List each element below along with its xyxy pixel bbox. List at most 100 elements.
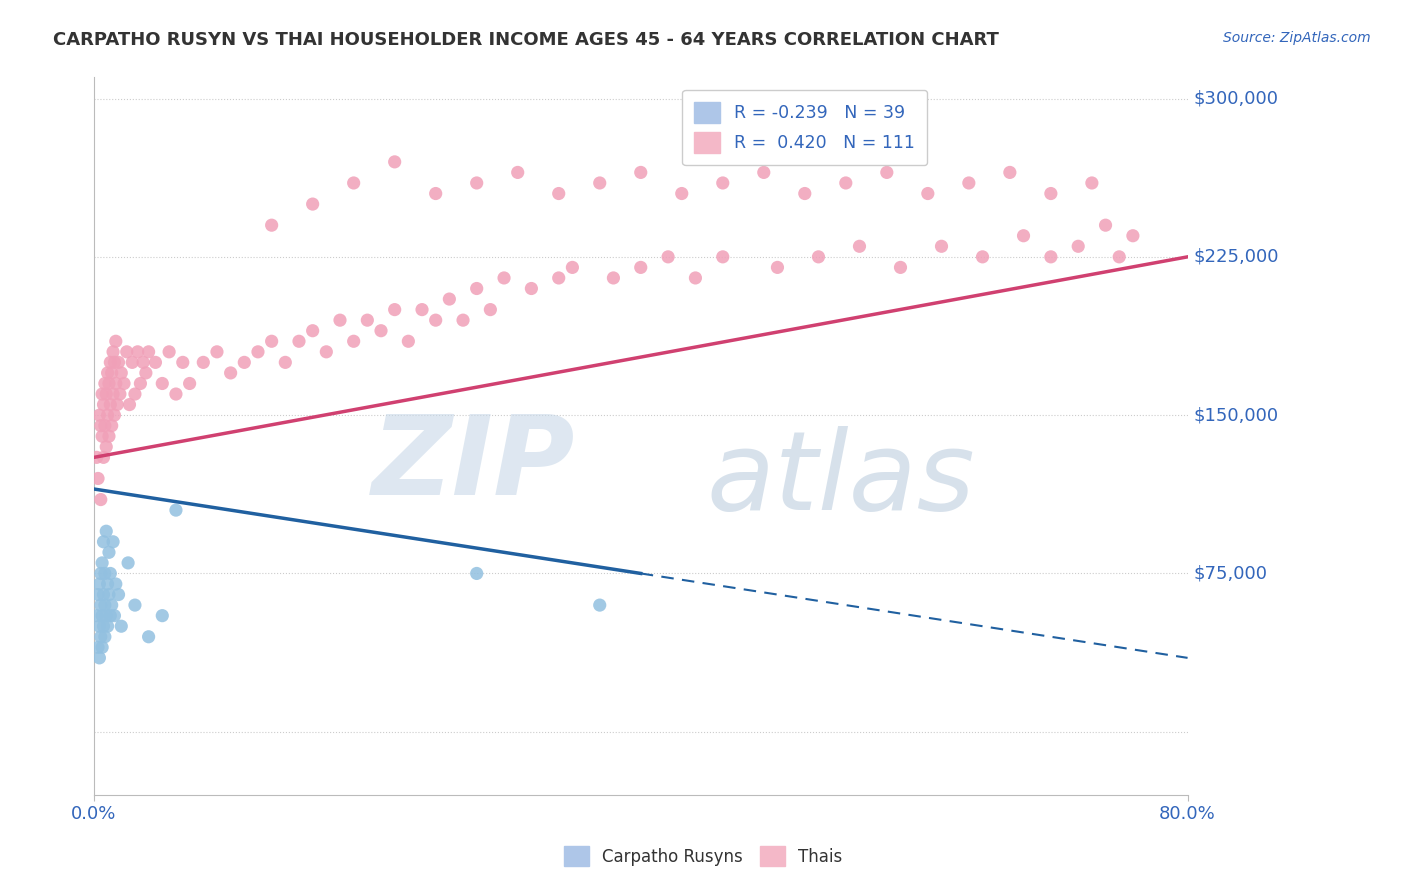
Point	[121, 355, 143, 369]
Point	[425, 186, 447, 201]
Point	[685, 271, 707, 285]
Point	[86, 608, 108, 623]
Legend: R = -0.239   N = 39, R =  0.420   N = 111: R = -0.239 N = 39, R = 0.420 N = 111	[682, 90, 928, 165]
Point	[101, 534, 124, 549]
Point	[205, 344, 228, 359]
Point	[957, 176, 980, 190]
Point	[193, 355, 215, 369]
Point	[520, 281, 543, 295]
Point	[150, 608, 173, 623]
Point	[98, 566, 121, 581]
Point	[876, 165, 898, 179]
Point	[288, 334, 311, 349]
Point	[94, 598, 117, 612]
Point	[87, 471, 110, 485]
Point	[848, 239, 870, 253]
Point	[465, 566, 488, 581]
Point	[96, 608, 118, 623]
Point	[129, 376, 152, 391]
Point	[103, 408, 125, 422]
Text: $300,000: $300,000	[1194, 89, 1278, 108]
Point	[97, 577, 120, 591]
Point	[343, 334, 366, 349]
Point	[91, 608, 114, 623]
Point	[752, 165, 775, 179]
Point	[132, 355, 155, 369]
Point	[1094, 218, 1116, 232]
Point	[94, 376, 117, 391]
Point	[87, 588, 110, 602]
Point	[117, 556, 139, 570]
Point	[172, 355, 194, 369]
Point	[97, 366, 120, 380]
Point	[492, 271, 515, 285]
Point	[506, 165, 529, 179]
Point	[889, 260, 911, 275]
Point	[547, 271, 569, 285]
Point	[384, 154, 406, 169]
Text: CARPATHO RUSYN VS THAI HOUSEHOLDER INCOME AGES 45 - 64 YEARS CORRELATION CHART: CARPATHO RUSYN VS THAI HOUSEHOLDER INCOM…	[53, 31, 1000, 49]
Point	[479, 302, 502, 317]
Point	[94, 566, 117, 581]
Point	[998, 165, 1021, 179]
Point	[98, 355, 121, 369]
Point	[104, 376, 127, 391]
Point	[657, 250, 679, 264]
Legend: Carpatho Rusyns, Thais: Carpatho Rusyns, Thais	[555, 838, 851, 875]
Point	[602, 271, 624, 285]
Point	[343, 176, 366, 190]
Point	[260, 334, 283, 349]
Point	[103, 355, 125, 369]
Point	[145, 355, 167, 369]
Point	[630, 260, 652, 275]
Point	[96, 524, 118, 539]
Point	[135, 366, 157, 380]
Point	[90, 492, 112, 507]
Point	[451, 313, 474, 327]
Point	[219, 366, 242, 380]
Text: $75,000: $75,000	[1194, 565, 1267, 582]
Point	[1108, 250, 1130, 264]
Point	[100, 598, 122, 612]
Point	[110, 619, 132, 633]
Point	[90, 598, 112, 612]
Point	[93, 534, 115, 549]
Point	[329, 313, 352, 327]
Point	[90, 566, 112, 581]
Point	[107, 355, 129, 369]
Point	[711, 250, 734, 264]
Point	[384, 302, 406, 317]
Point	[107, 588, 129, 602]
Point	[93, 450, 115, 465]
Point	[89, 619, 111, 633]
Point	[561, 260, 583, 275]
Point	[793, 186, 815, 201]
Point	[115, 344, 138, 359]
Point	[138, 344, 160, 359]
Point	[233, 355, 256, 369]
Point	[1012, 228, 1035, 243]
Point	[465, 281, 488, 295]
Point	[98, 608, 121, 623]
Point	[396, 334, 419, 349]
Point	[1067, 239, 1090, 253]
Point	[93, 588, 115, 602]
Point	[1039, 250, 1062, 264]
Point	[104, 577, 127, 591]
Point	[90, 630, 112, 644]
Point	[630, 165, 652, 179]
Point	[98, 398, 121, 412]
Point	[93, 398, 115, 412]
Point	[127, 344, 149, 359]
Point	[301, 197, 323, 211]
Point	[91, 387, 114, 401]
Point	[91, 429, 114, 443]
Point	[807, 250, 830, 264]
Point	[1081, 176, 1104, 190]
Point	[150, 376, 173, 391]
Point	[411, 302, 433, 317]
Point	[89, 577, 111, 591]
Point	[356, 313, 378, 327]
Point	[260, 218, 283, 232]
Point	[370, 324, 392, 338]
